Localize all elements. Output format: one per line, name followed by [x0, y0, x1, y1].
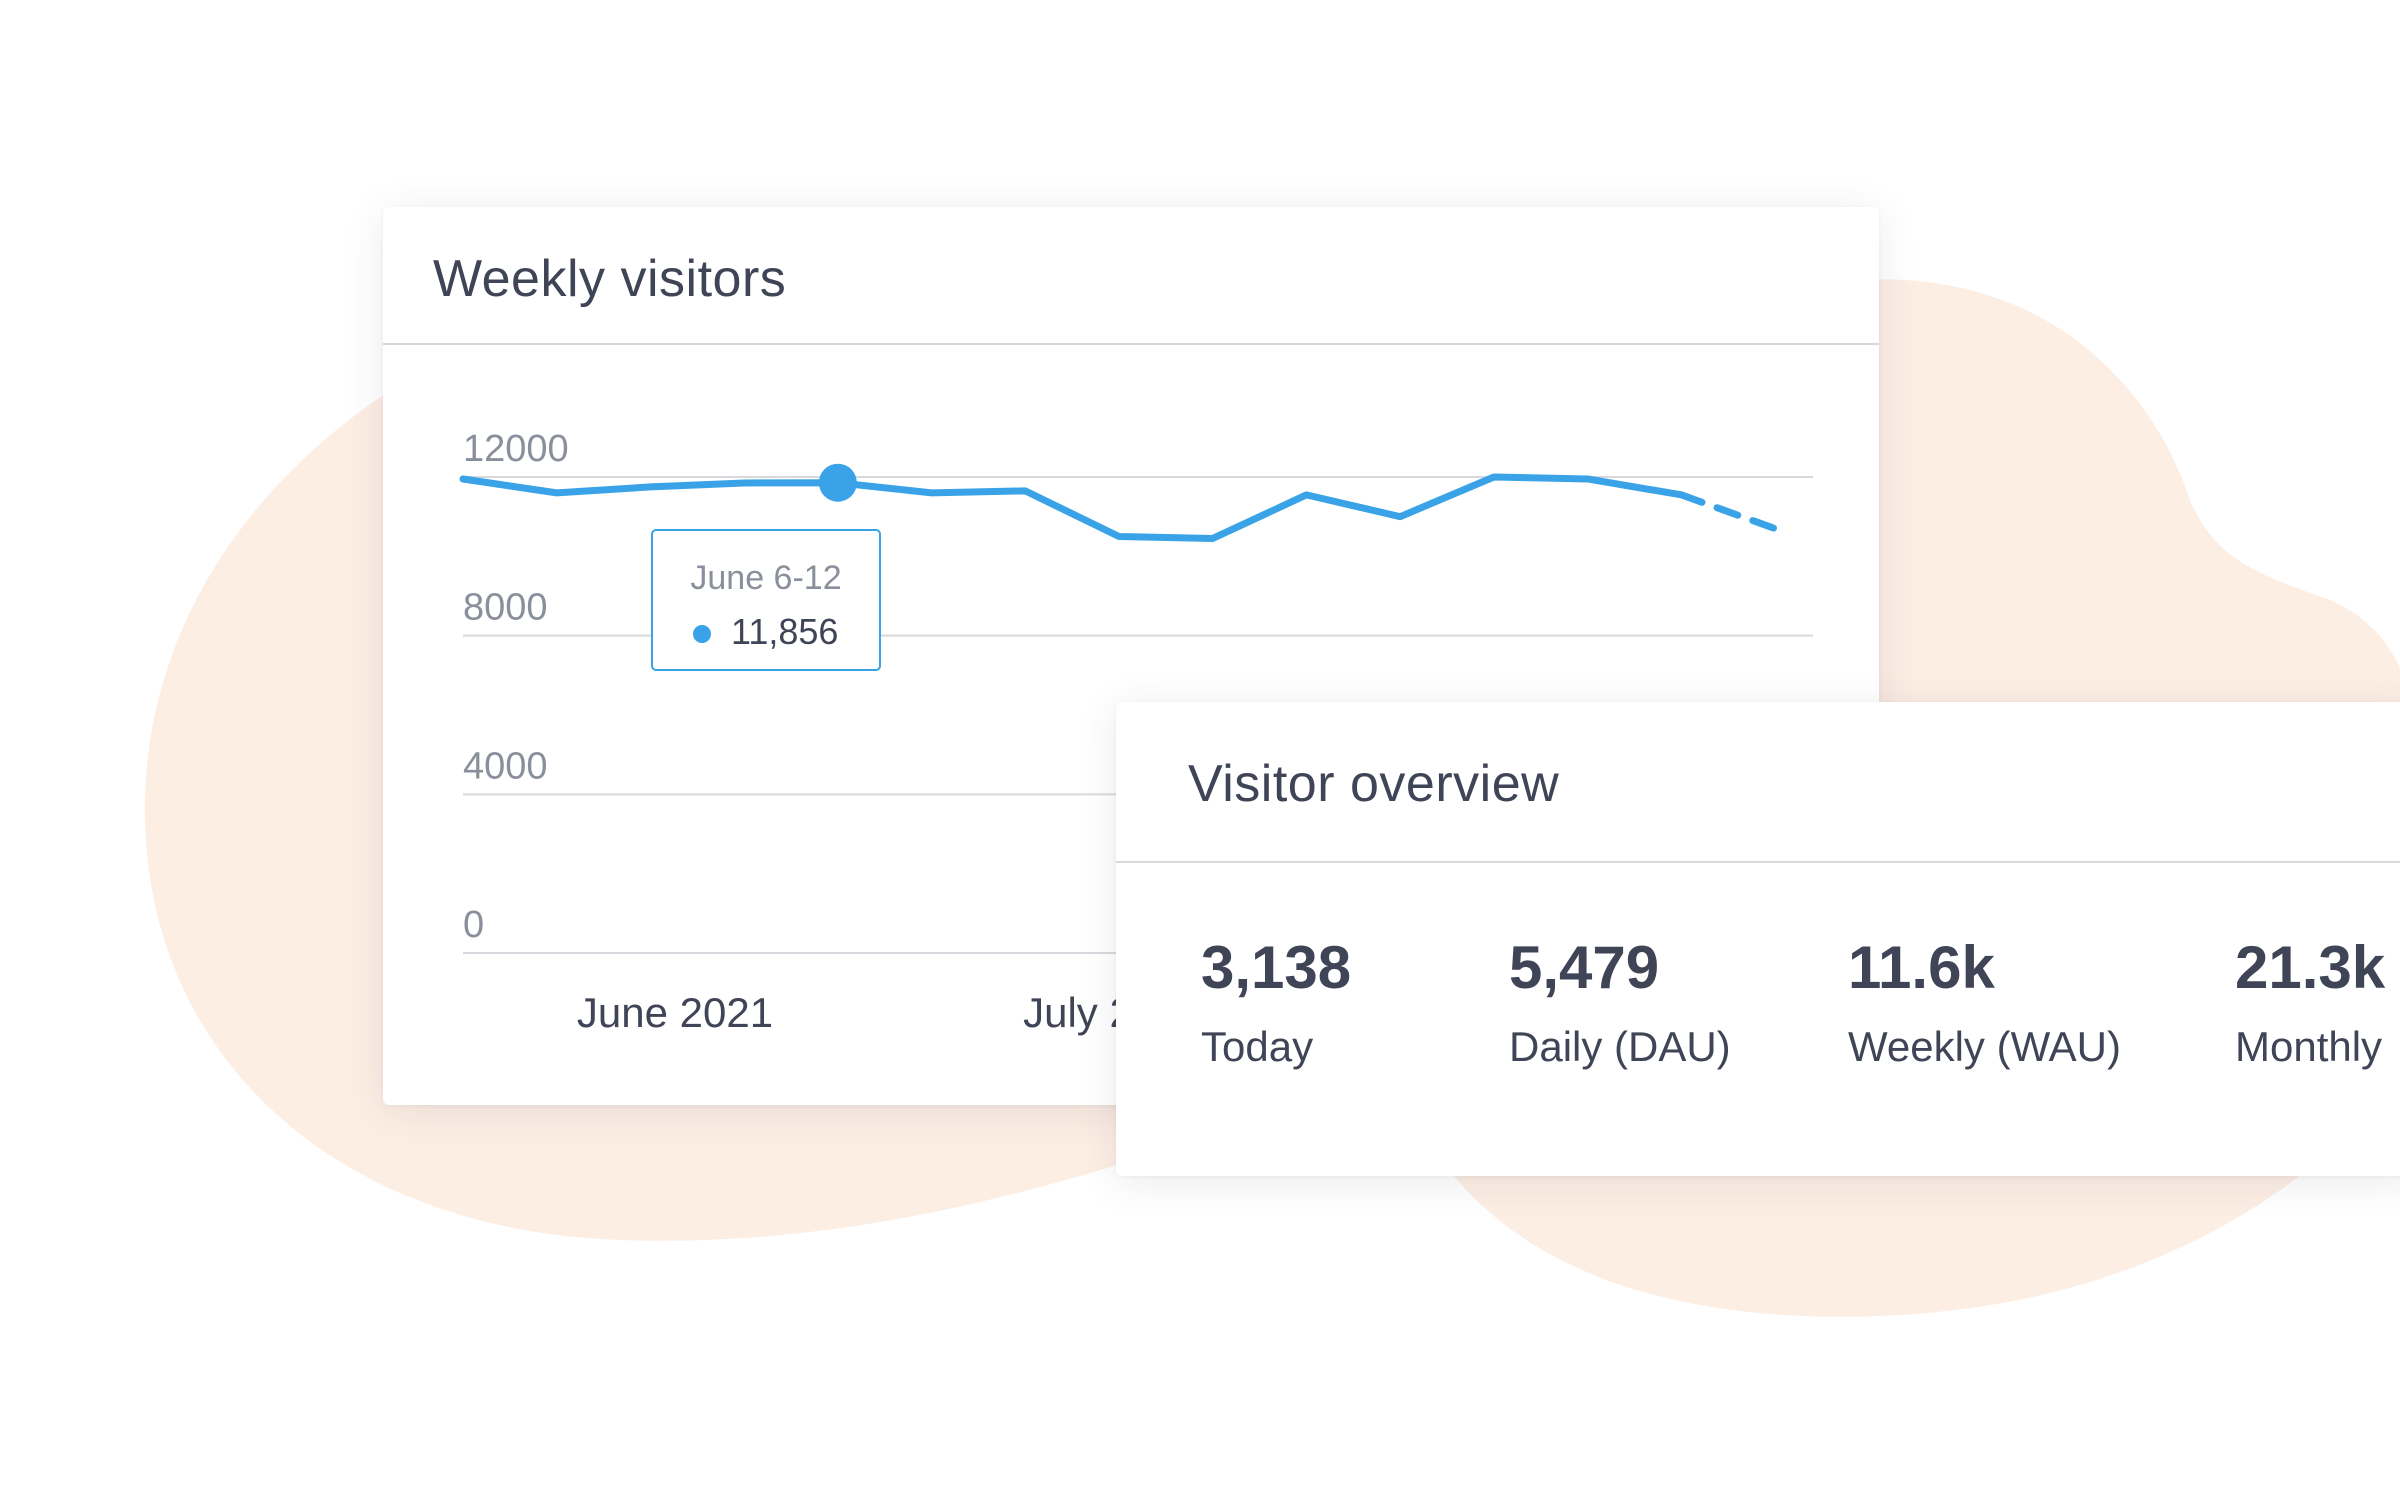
stat-monthly: 21.3k Monthly — [2235, 938, 2385, 1068]
tooltip-date-label: June 6-12 — [690, 559, 842, 597]
stat-dau: 5,479 Daily (DAU) — [1509, 938, 1731, 1068]
tooltip-series-dot — [693, 625, 711, 643]
stat-today-label: Today — [1201, 1023, 1314, 1070]
chart-tooltip: June 6-12 11,856 — [651, 529, 881, 671]
y-tick-label: 8000 — [463, 587, 548, 629]
visitor-overview-title: Visitor overview — [1188, 755, 1560, 813]
visitor-overview-card: Visitor overview 3,138 Today 5,479 Daily… — [1116, 702, 2400, 1176]
series-line-projected — [1677, 491, 1779, 533]
stat-dau-value: 5,479 — [1509, 934, 1660, 1001]
stat-dau-label: Daily (DAU) — [1509, 1023, 1731, 1070]
highlighted-data-point — [818, 463, 857, 502]
tooltip-value: 11,856 — [731, 611, 839, 652]
series-line-actual — [459, 473, 1685, 542]
stat-monthly-value: 21.3k — [2235, 934, 2386, 1001]
x-tick-label: June 2021 — [577, 989, 773, 1036]
stat-wau: 11.6k Weekly (WAU) — [1848, 938, 2121, 1068]
y-tick-label: 0 — [463, 904, 484, 946]
stat-wau-value: 11.6k — [1848, 934, 1995, 1001]
stat-monthly-label: Monthly — [2235, 1023, 2383, 1070]
y-tick-label: 4000 — [463, 745, 548, 787]
stat-today: 3,138 Today — [1201, 938, 1351, 1068]
y-tick-label: 12000 — [463, 428, 569, 470]
overview-card-divider — [1116, 861, 2400, 863]
stat-wau-label: Weekly (WAU) — [1848, 1023, 2121, 1070]
weekly-card-divider — [383, 343, 1879, 345]
stat-today-value: 3,138 — [1201, 934, 1352, 1001]
weekly-visitors-title: Weekly visitors — [433, 250, 787, 308]
